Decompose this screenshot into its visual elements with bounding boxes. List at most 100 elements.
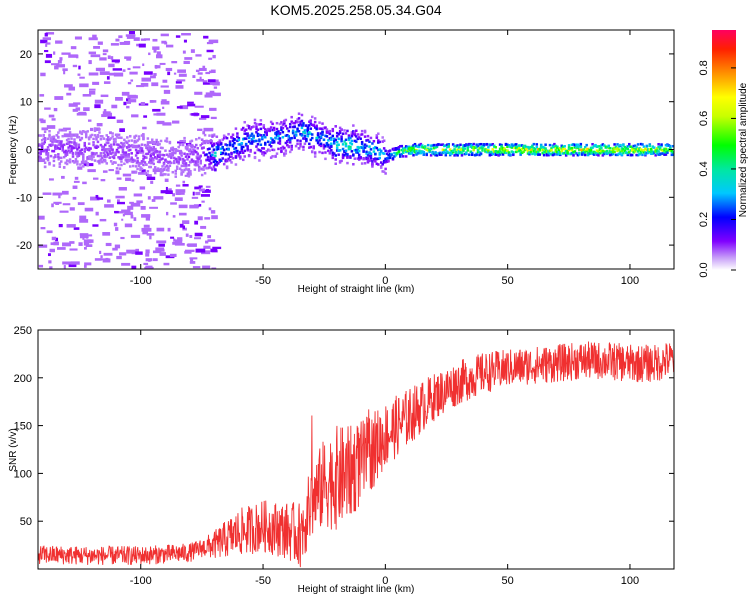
spectrogram-cell	[214, 163, 217, 166]
spectrogram-cell	[382, 147, 386, 150]
spectrogram-cell	[112, 138, 116, 141]
spectrogram-cell	[127, 67, 131, 71]
spectrogram-cell	[164, 149, 167, 152]
spectrogram-cell	[54, 144, 57, 147]
spectrogram-cell	[451, 149, 455, 153]
spectrogram-cell	[269, 137, 273, 140]
spectrogram-cell	[614, 145, 618, 149]
spectrogram-cell	[206, 141, 210, 145]
spectrogram-cell	[347, 134, 351, 137]
spectrogram-cell	[424, 145, 427, 148]
spectrogram-cell	[159, 171, 163, 175]
spectrogram-cell	[510, 144, 514, 148]
spectrogram-cell	[117, 150, 120, 154]
spectrogram-cell	[106, 199, 111, 203]
spectrogram-cell	[42, 133, 45, 137]
spectrogram-cell	[221, 146, 224, 150]
spectrogram-cell	[563, 144, 566, 148]
colorbar-gradient	[712, 30, 736, 270]
spectrogram-cell	[199, 154, 202, 158]
spectrogram-cell	[204, 217, 211, 220]
spectrogram-cell	[548, 143, 552, 147]
spectrogram-cell	[487, 146, 490, 149]
spectrogram-cell	[570, 143, 574, 147]
spectrogram-cell	[225, 147, 229, 151]
spectrogram-cell	[80, 160, 86, 165]
spectrogram-cell	[340, 128, 343, 131]
spectrogram-cell	[303, 129, 307, 132]
spectrogram-cell	[187, 168, 191, 171]
spectrogram-cell	[106, 141, 110, 145]
spectrogram-cell	[87, 142, 91, 145]
spectrogram-cell	[57, 136, 60, 139]
spectrogram-cell	[544, 147, 547, 150]
spectrogram-cell	[497, 154, 500, 157]
spectrogram-cell	[74, 133, 78, 136]
spectrogram-cell	[473, 146, 477, 150]
spectrogram-cell	[134, 154, 138, 157]
spectrogram-cell	[42, 192, 52, 195]
spectrogram-cell	[432, 152, 436, 156]
spectrogram-cell	[308, 146, 311, 149]
spectrogram-cell	[190, 158, 194, 161]
spectrogram-cell	[368, 145, 371, 148]
spectrogram-cell	[49, 139, 53, 142]
spectrogram-cell	[156, 154, 160, 158]
spectrogram-cell	[175, 149, 179, 152]
spectrogram-cell	[54, 96, 64, 100]
spectrogram-cell	[127, 159, 131, 163]
spectrogram-cell	[127, 139, 131, 143]
spectrogram-cell	[178, 157, 182, 160]
spectrogram-cell	[655, 152, 659, 155]
spectrogram-cell	[126, 105, 130, 109]
spectrogram-cell	[559, 152, 562, 155]
spectrogram-cell	[629, 149, 632, 152]
spectrogram-cell	[572, 150, 575, 154]
spectrogram-cell	[490, 150, 493, 154]
spectrogram-cell	[82, 158, 85, 162]
spectrogram-cell	[375, 136, 379, 139]
spectrogram-cell	[404, 155, 408, 158]
spectrogram-cell	[622, 147, 625, 151]
spectrogram-cell	[156, 51, 161, 55]
spectrogram-cell	[422, 153, 426, 156]
spectrogram-cell	[54, 153, 57, 157]
spectrogram-cell	[133, 37, 140, 41]
spectrogram-cell	[174, 239, 183, 244]
spectrogram-cell	[470, 153, 474, 157]
spectrogram-cell	[167, 227, 171, 232]
spectrogram-cell	[208, 57, 213, 60]
spectrogram-cell	[214, 168, 217, 172]
spectrogram-cell	[92, 141, 95, 144]
spectrogram-cell	[356, 151, 359, 154]
spectrogram-cell	[256, 134, 260, 138]
spectrogram-cell	[94, 99, 104, 104]
spectrogram-cell	[605, 145, 609, 149]
spectrogram-cell	[371, 160, 374, 163]
spectrogram-cell	[608, 150, 612, 153]
spectrogram-cell	[158, 158, 161, 162]
spectrogram-cell	[288, 150, 292, 154]
spectrogram-cell	[194, 186, 202, 190]
spectrogram-cell	[401, 155, 405, 158]
spectrogram-cell	[278, 131, 282, 135]
spectrogram-cell	[192, 266, 201, 269]
spectrogram-cell	[80, 151, 84, 155]
spectrogram-cell	[202, 265, 211, 269]
spectrogram-cell	[151, 199, 156, 202]
spectrogram-cell	[199, 159, 202, 163]
spectrogram-cell	[252, 134, 255, 138]
spectrogram-cell	[291, 125, 295, 129]
spectrogram-cell	[39, 151, 42, 154]
spectrogram-cell	[90, 151, 94, 155]
spectrogram-cell	[99, 57, 107, 61]
spectrogram-cell	[346, 129, 349, 133]
spectrogram-cell	[353, 130, 357, 134]
spectrogram-cell	[164, 178, 169, 182]
spectrogram-cell	[57, 146, 60, 150]
x-tick-label: -100	[130, 575, 152, 587]
spectrogram-cell	[162, 161, 166, 165]
spectrogram-cell	[256, 148, 260, 152]
spectrogram-cell	[177, 141, 186, 144]
spectrogram-cell	[102, 232, 111, 236]
